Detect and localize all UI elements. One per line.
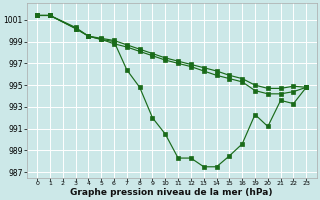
X-axis label: Graphe pression niveau de la mer (hPa): Graphe pression niveau de la mer (hPa)	[70, 188, 273, 197]
